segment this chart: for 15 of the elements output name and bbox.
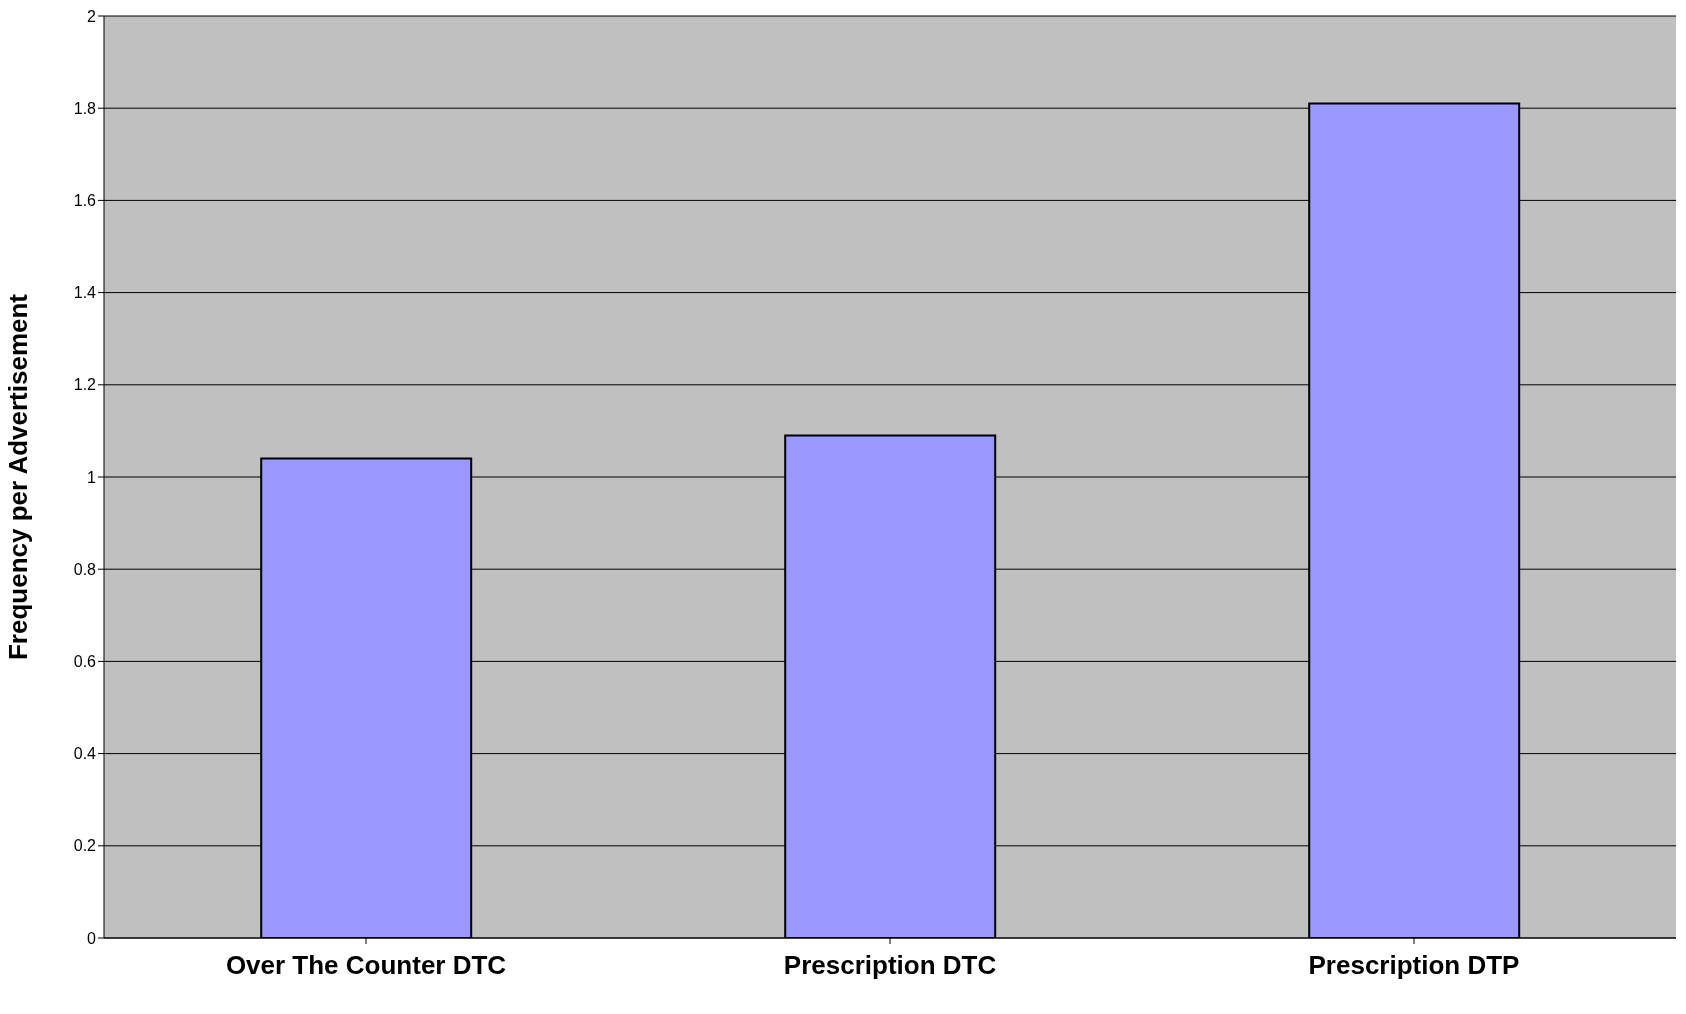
y-tick-label: 1.8 [73,99,97,117]
y-tick-label: 1.6 [73,192,97,210]
y-tick-label: 1.2 [73,376,97,394]
y-tick-label: 0.6 [73,653,97,671]
y-tick-label: 1.4 [73,284,97,302]
y-tick-label: 2 [87,7,97,25]
x-tick-label: Prescription DTP [1308,950,1520,981]
x-tick-label: Prescription DTC [783,950,997,981]
y-tick-label: 0.8 [73,560,97,578]
y-tick-label: 0 [87,929,97,947]
x-tick-label: Over The Counter DTC [225,950,507,981]
y-tick-label: 1 [87,468,97,486]
y-tick-label: 0.2 [73,837,97,855]
y-axis-title: Frequency per Advertisement [3,293,34,661]
y-tick-label: 0.4 [73,745,97,763]
